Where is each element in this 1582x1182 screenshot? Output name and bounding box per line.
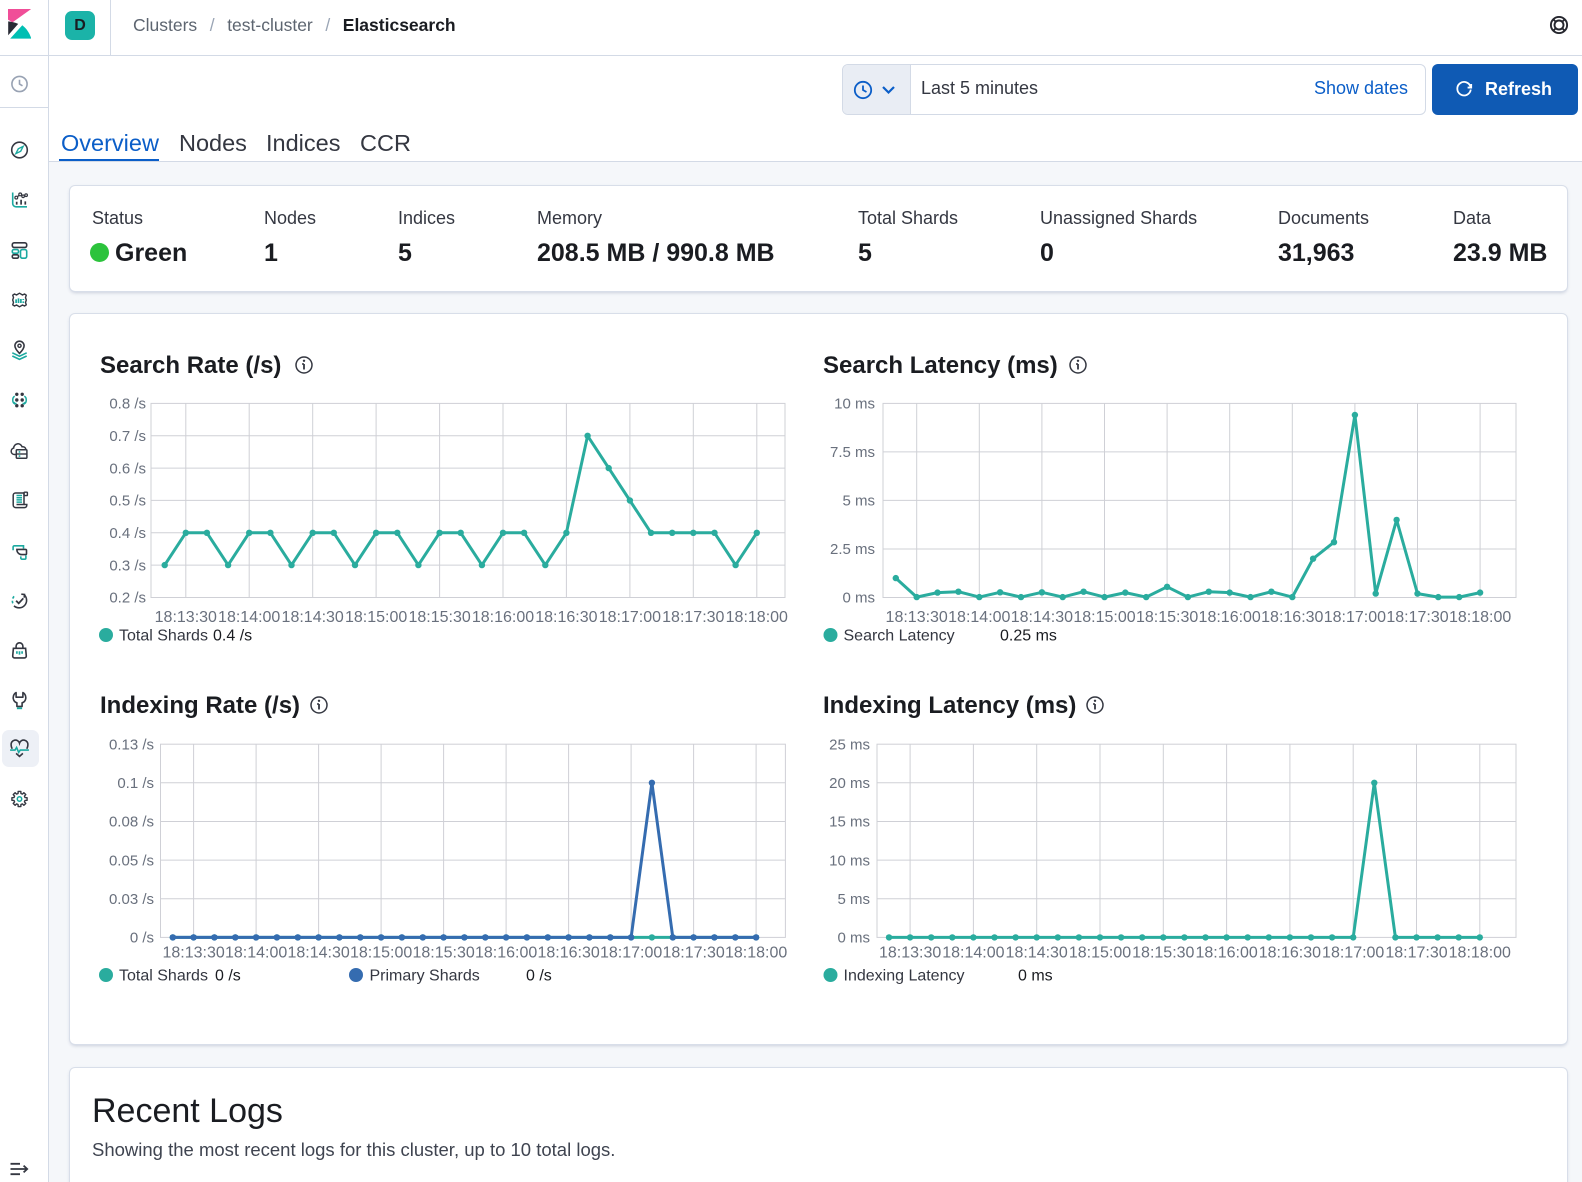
svg-text:0.8 /s: 0.8 /s (109, 396, 146, 413)
svg-text:18:15:30: 18:15:30 (1132, 945, 1194, 962)
svg-text:0.4 /s: 0.4 /s (213, 628, 252, 645)
svg-text:Indexing Latency: Indexing Latency (844, 968, 965, 985)
svg-text:Primary Shards: Primary Shards (370, 968, 480, 985)
svg-text:18:16:30: 18:16:30 (1261, 609, 1323, 626)
svg-text:18:15:00: 18:15:00 (345, 609, 407, 626)
svg-text:18:16:30: 18:16:30 (535, 609, 597, 626)
svg-text:7.5 ms: 7.5 ms (830, 444, 875, 461)
svg-text:18:17:30: 18:17:30 (662, 609, 724, 626)
svg-text:18:15:00: 18:15:00 (350, 945, 412, 962)
svg-text:Total Shards: Total Shards (119, 628, 208, 645)
svg-text:18:14:00: 18:14:00 (942, 945, 1004, 962)
svg-text:18:18:00: 18:18:00 (725, 945, 787, 962)
svg-text:18:18:00: 18:18:00 (1449, 945, 1511, 962)
svg-text:0.3 /s: 0.3 /s (109, 557, 146, 574)
svg-text:0.7 /s: 0.7 /s (109, 428, 146, 445)
svg-text:0.1 /s: 0.1 /s (117, 775, 154, 792)
svg-text:18:15:30: 18:15:30 (412, 945, 474, 962)
svg-text:20 ms: 20 ms (829, 775, 870, 792)
svg-text:18:17:30: 18:17:30 (662, 945, 724, 962)
svg-text:0 /s: 0 /s (130, 930, 154, 947)
svg-text:18:16:00: 18:16:00 (1195, 945, 1257, 962)
svg-text:18:17:30: 18:17:30 (1386, 609, 1448, 626)
svg-text:0.05 /s: 0.05 /s (109, 852, 154, 869)
svg-text:Total Shards: Total Shards (119, 968, 208, 985)
svg-text:0.4 /s: 0.4 /s (109, 525, 146, 542)
svg-text:18:17:30: 18:17:30 (1385, 945, 1447, 962)
svg-text:0.03 /s: 0.03 /s (109, 891, 154, 908)
svg-text:15 ms: 15 ms (829, 814, 870, 831)
svg-text:18:15:30: 18:15:30 (408, 609, 470, 626)
svg-text:18:16:30: 18:16:30 (537, 945, 599, 962)
svg-text:2.5 ms: 2.5 ms (830, 541, 875, 558)
svg-text:18:17:00: 18:17:00 (600, 945, 662, 962)
svg-text:0.2 /s: 0.2 /s (109, 590, 146, 607)
svg-text:0.13 /s: 0.13 /s (109, 736, 154, 753)
svg-text:5 ms: 5 ms (842, 493, 875, 510)
svg-text:18:14:00: 18:14:00 (948, 609, 1010, 626)
svg-text:10 ms: 10 ms (834, 396, 875, 413)
svg-text:18:13:30: 18:13:30 (155, 609, 217, 626)
svg-text:18:18:00: 18:18:00 (1449, 609, 1511, 626)
svg-text:18:14:30: 18:14:30 (287, 945, 349, 962)
svg-text:0 ms: 0 ms (837, 930, 870, 947)
svg-text:18:17:00: 18:17:00 (1324, 609, 1386, 626)
svg-text:5 ms: 5 ms (837, 891, 870, 908)
svg-text:0.25 ms: 0.25 ms (1000, 628, 1057, 645)
svg-text:18:16:00: 18:16:00 (475, 945, 537, 962)
svg-text:18:14:30: 18:14:30 (282, 609, 344, 626)
svg-text:18:16:30: 18:16:30 (1259, 945, 1321, 962)
svg-text:0 /s: 0 /s (526, 968, 552, 985)
svg-text:10 ms: 10 ms (829, 852, 870, 869)
svg-text:18:14:30: 18:14:30 (1011, 609, 1073, 626)
svg-text:18:14:00: 18:14:00 (225, 945, 287, 962)
svg-text:25 ms: 25 ms (829, 736, 870, 753)
svg-text:18:13:30: 18:13:30 (879, 945, 941, 962)
svg-text:18:14:00: 18:14:00 (218, 609, 280, 626)
svg-text:18:15:00: 18:15:00 (1069, 945, 1131, 962)
svg-text:18:14:30: 18:14:30 (1006, 945, 1068, 962)
svg-text:18:17:00: 18:17:00 (599, 609, 661, 626)
svg-text:0.5 /s: 0.5 /s (109, 493, 146, 510)
svg-text:18:16:00: 18:16:00 (1199, 609, 1261, 626)
svg-text:0 /s: 0 /s (215, 968, 241, 985)
svg-text:0 ms: 0 ms (842, 590, 875, 607)
svg-text:18:13:30: 18:13:30 (162, 945, 224, 962)
svg-text:Search Latency: Search Latency (844, 628, 955, 645)
svg-text:0.6 /s: 0.6 /s (109, 460, 146, 477)
svg-text:18:13:30: 18:13:30 (886, 609, 948, 626)
svg-text:18:18:00: 18:18:00 (726, 609, 788, 626)
svg-text:0.08 /s: 0.08 /s (109, 814, 154, 831)
svg-text:0 ms: 0 ms (1018, 968, 1053, 985)
svg-text:18:16:00: 18:16:00 (472, 609, 534, 626)
svg-text:18:15:30: 18:15:30 (1136, 609, 1198, 626)
svg-text:18:15:00: 18:15:00 (1073, 609, 1135, 626)
svg-text:18:17:00: 18:17:00 (1322, 945, 1384, 962)
